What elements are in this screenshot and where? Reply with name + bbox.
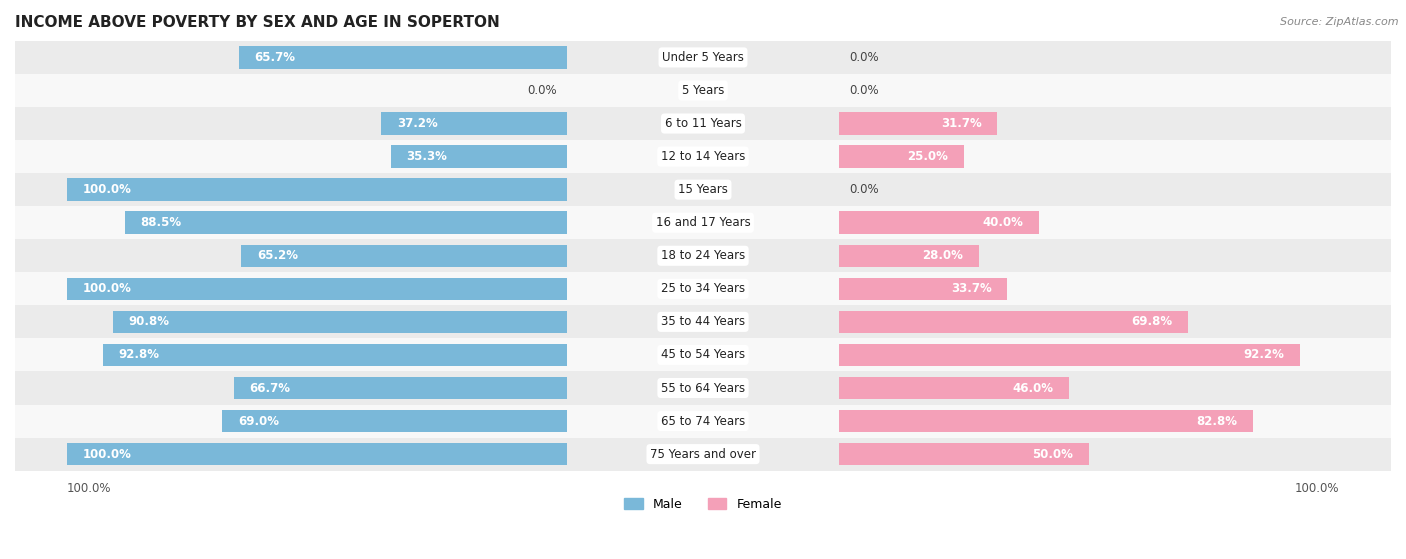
Text: 100.0%: 100.0% — [67, 482, 111, 495]
Text: 65.2%: 65.2% — [257, 249, 298, 262]
Text: 50.0%: 50.0% — [1032, 448, 1073, 461]
Bar — [15, 239, 1391, 272]
Bar — [381, 112, 568, 135]
Text: 25.0%: 25.0% — [907, 150, 948, 163]
Bar — [15, 107, 1391, 140]
Legend: Male, Female: Male, Female — [619, 493, 787, 516]
Text: 66.7%: 66.7% — [249, 381, 291, 395]
Text: 88.5%: 88.5% — [141, 216, 181, 229]
Text: 0.0%: 0.0% — [849, 51, 879, 64]
Text: 25 to 34 Years: 25 to 34 Years — [661, 282, 745, 295]
Bar — [67, 443, 568, 465]
Text: 18 to 24 Years: 18 to 24 Years — [661, 249, 745, 262]
Text: 31.7%: 31.7% — [941, 117, 981, 130]
Bar — [15, 405, 1391, 438]
Bar — [838, 278, 1007, 300]
Bar — [15, 140, 1391, 173]
Bar — [838, 377, 1069, 399]
Text: 100.0%: 100.0% — [83, 282, 132, 295]
Text: 33.7%: 33.7% — [950, 282, 991, 295]
Text: 6 to 11 Years: 6 to 11 Years — [665, 117, 741, 130]
Bar — [239, 46, 568, 69]
Bar — [15, 372, 1391, 405]
Bar — [222, 410, 568, 432]
Text: 35.3%: 35.3% — [406, 150, 447, 163]
Bar — [242, 244, 568, 267]
Bar — [838, 244, 979, 267]
Bar — [15, 41, 1391, 74]
Text: 100.0%: 100.0% — [83, 448, 132, 461]
Text: 0.0%: 0.0% — [849, 183, 879, 196]
Text: 65.7%: 65.7% — [254, 51, 295, 64]
Bar — [103, 344, 568, 366]
Text: 0.0%: 0.0% — [527, 84, 557, 97]
Text: 28.0%: 28.0% — [922, 249, 963, 262]
Text: Under 5 Years: Under 5 Years — [662, 51, 744, 64]
Text: 35 to 44 Years: 35 to 44 Years — [661, 315, 745, 328]
Text: Source: ZipAtlas.com: Source: ZipAtlas.com — [1281, 17, 1399, 27]
Bar — [838, 112, 997, 135]
Bar — [15, 173, 1391, 206]
Bar — [15, 272, 1391, 305]
Text: 65 to 74 Years: 65 to 74 Years — [661, 415, 745, 428]
Text: 92.8%: 92.8% — [118, 348, 160, 362]
Bar — [838, 311, 1188, 333]
Text: 55 to 64 Years: 55 to 64 Years — [661, 381, 745, 395]
Text: 69.8%: 69.8% — [1130, 315, 1173, 328]
Bar — [838, 211, 1039, 234]
Text: 45 to 54 Years: 45 to 54 Years — [661, 348, 745, 362]
Bar — [233, 377, 568, 399]
Bar — [112, 311, 568, 333]
Text: 40.0%: 40.0% — [983, 216, 1024, 229]
Text: 69.0%: 69.0% — [238, 415, 278, 428]
Text: 46.0%: 46.0% — [1012, 381, 1053, 395]
Text: INCOME ABOVE POVERTY BY SEX AND AGE IN SOPERTON: INCOME ABOVE POVERTY BY SEX AND AGE IN S… — [15, 15, 499, 30]
Bar — [391, 145, 568, 168]
Bar — [838, 145, 963, 168]
Bar — [67, 178, 568, 201]
Bar — [838, 344, 1301, 366]
Text: 100.0%: 100.0% — [1295, 482, 1339, 495]
Text: 16 and 17 Years: 16 and 17 Years — [655, 216, 751, 229]
Text: 82.8%: 82.8% — [1197, 415, 1237, 428]
Bar — [15, 305, 1391, 338]
Text: 92.2%: 92.2% — [1243, 348, 1284, 362]
Text: 100.0%: 100.0% — [83, 183, 132, 196]
Bar — [838, 410, 1253, 432]
Text: 15 Years: 15 Years — [678, 183, 728, 196]
Bar — [838, 443, 1088, 465]
Bar — [15, 74, 1391, 107]
Text: 75 Years and over: 75 Years and over — [650, 448, 756, 461]
Bar — [67, 278, 568, 300]
Bar — [15, 438, 1391, 471]
Text: 12 to 14 Years: 12 to 14 Years — [661, 150, 745, 163]
Text: 90.8%: 90.8% — [129, 315, 170, 328]
Text: 37.2%: 37.2% — [396, 117, 437, 130]
Text: 5 Years: 5 Years — [682, 84, 724, 97]
Bar — [125, 211, 568, 234]
Bar — [15, 206, 1391, 239]
Text: 0.0%: 0.0% — [849, 84, 879, 97]
Bar — [15, 338, 1391, 372]
